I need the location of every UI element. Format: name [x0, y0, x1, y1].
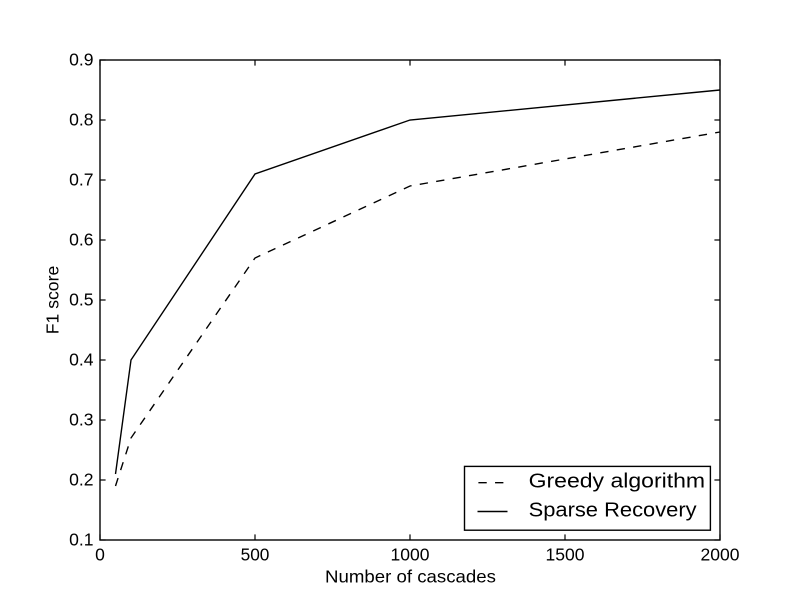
- svg-text:0.7: 0.7: [69, 169, 93, 189]
- svg-text:500: 500: [241, 544, 270, 564]
- svg-text:2000: 2000: [701, 544, 740, 564]
- svg-text:0.8: 0.8: [69, 109, 93, 129]
- svg-text:0.5: 0.5: [69, 289, 93, 309]
- svg-text:F1 score: F1 score: [42, 266, 62, 335]
- svg-text:0.6: 0.6: [69, 229, 93, 249]
- svg-text:1500: 1500: [546, 544, 585, 564]
- svg-text:0.4: 0.4: [69, 349, 94, 369]
- svg-text:0.1: 0.1: [69, 529, 93, 549]
- svg-text:Sparse Recovery: Sparse Recovery: [529, 499, 697, 521]
- svg-text:0: 0: [95, 544, 105, 564]
- svg-text:Number of cascades: Number of cascades: [325, 566, 496, 586]
- svg-text:0.9: 0.9: [69, 49, 93, 69]
- svg-text:0.2: 0.2: [69, 469, 93, 489]
- svg-text:0.3: 0.3: [69, 409, 93, 429]
- svg-text:Greedy algorithm: Greedy algorithm: [529, 470, 706, 492]
- svg-text:1000: 1000: [391, 544, 430, 564]
